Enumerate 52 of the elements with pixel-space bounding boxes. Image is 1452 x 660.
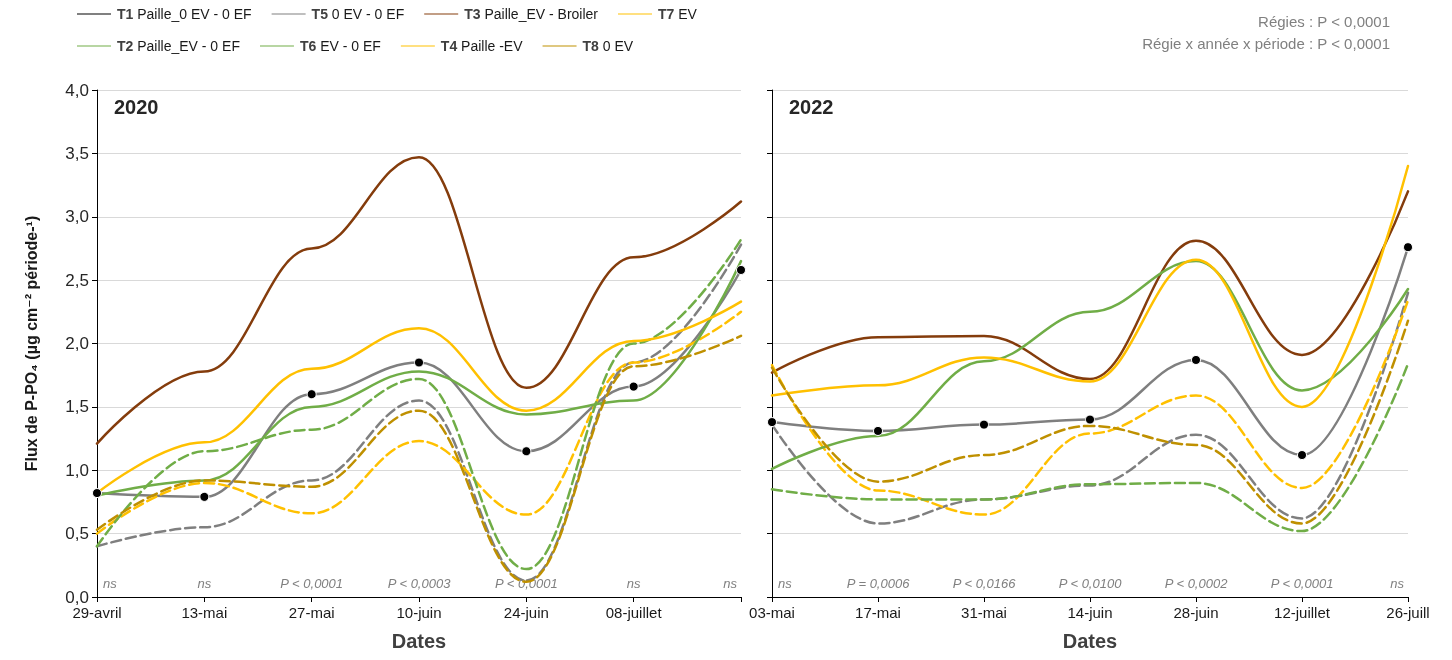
y-tick-label: 1,5 (65, 397, 89, 417)
x-tick-label: 29-avril (72, 604, 122, 621)
line-series (95, 310, 743, 535)
legend-label: T2 Paille_EV - 0 EF (117, 38, 240, 54)
legend-label: T8 0 EV (582, 38, 634, 54)
x-tick-label: 28-juin (1173, 604, 1219, 621)
text: Régies : P < 0,0001 (1258, 13, 1390, 30)
x-tick-label: 10-juin (396, 604, 442, 621)
annotation: ns (626, 575, 642, 591)
annotation: ns (197, 575, 212, 591)
annotation: P < 0,0166 (952, 575, 1017, 591)
annotation: P < 0,0001 (1270, 575, 1334, 591)
y-tick-label: 4,0 (65, 80, 89, 100)
y-tick-label: 2,0 (65, 334, 89, 353)
x-tick-label: 24-juin (503, 604, 549, 621)
x-tick-label: 13-mai (181, 604, 228, 621)
chart-title: 2022 (789, 96, 834, 118)
annotation: ns (1390, 575, 1405, 591)
x-tick-label: 17-mai (855, 604, 901, 621)
legend-label: T5 0 EV - 0 EF (311, 6, 405, 22)
y-axis-title: Flux de P-PO₄ (µg cm⁻² période-¹) (22, 215, 40, 472)
y-tick-label: 1,0 (65, 460, 89, 480)
line-series (95, 155, 743, 445)
legend-label: T7 EV (658, 6, 698, 22)
x-tick-label: 03-mai (749, 604, 795, 621)
annotation: P < 0,0100 (1058, 575, 1123, 591)
y-tick-label: 3,0 (65, 207, 89, 227)
annotation: ns (723, 575, 738, 591)
legend-label: T4 Paille -EV (440, 38, 524, 54)
y-tick-label: 0,0 (65, 587, 89, 607)
y-tick-label: 2,5 (65, 270, 89, 290)
x-tick-label: 12-juillet (1274, 604, 1331, 621)
x-tick-label: 27-mai (288, 604, 335, 621)
annotation: P < 0,0002 (1164, 575, 1229, 591)
x-tick-label: 08-juillet (605, 604, 663, 621)
annotation: ns (778, 575, 793, 591)
chart-title: 2020 (114, 96, 159, 118)
annotation: P < 0,0001 (280, 575, 344, 591)
x-axis-title: Dates (391, 630, 447, 652)
legend-label: T6 EV - 0 EF (299, 38, 381, 54)
legend-label: T3 Paille_EV - Broiler (464, 6, 599, 22)
x-tick-label: 14-juin (1067, 604, 1113, 621)
x-axis-title: Dates (1062, 630, 1118, 652)
x-tick-label: 26-juill (1386, 604, 1430, 621)
annotation: ns (103, 575, 118, 591)
annotation: P = 0,0006 (846, 575, 911, 591)
y-tick-label: 0,5 (65, 524, 89, 544)
y-tick-label: 3,5 (65, 143, 89, 163)
legend-label: T1 Paille_0 EV - 0 EF (117, 6, 252, 22)
text: Régie x année x période : P < 0,0001 (1142, 35, 1390, 52)
x-tick-label: 31-mai (961, 604, 1007, 621)
annotation: P < 0,0003 (387, 575, 452, 591)
